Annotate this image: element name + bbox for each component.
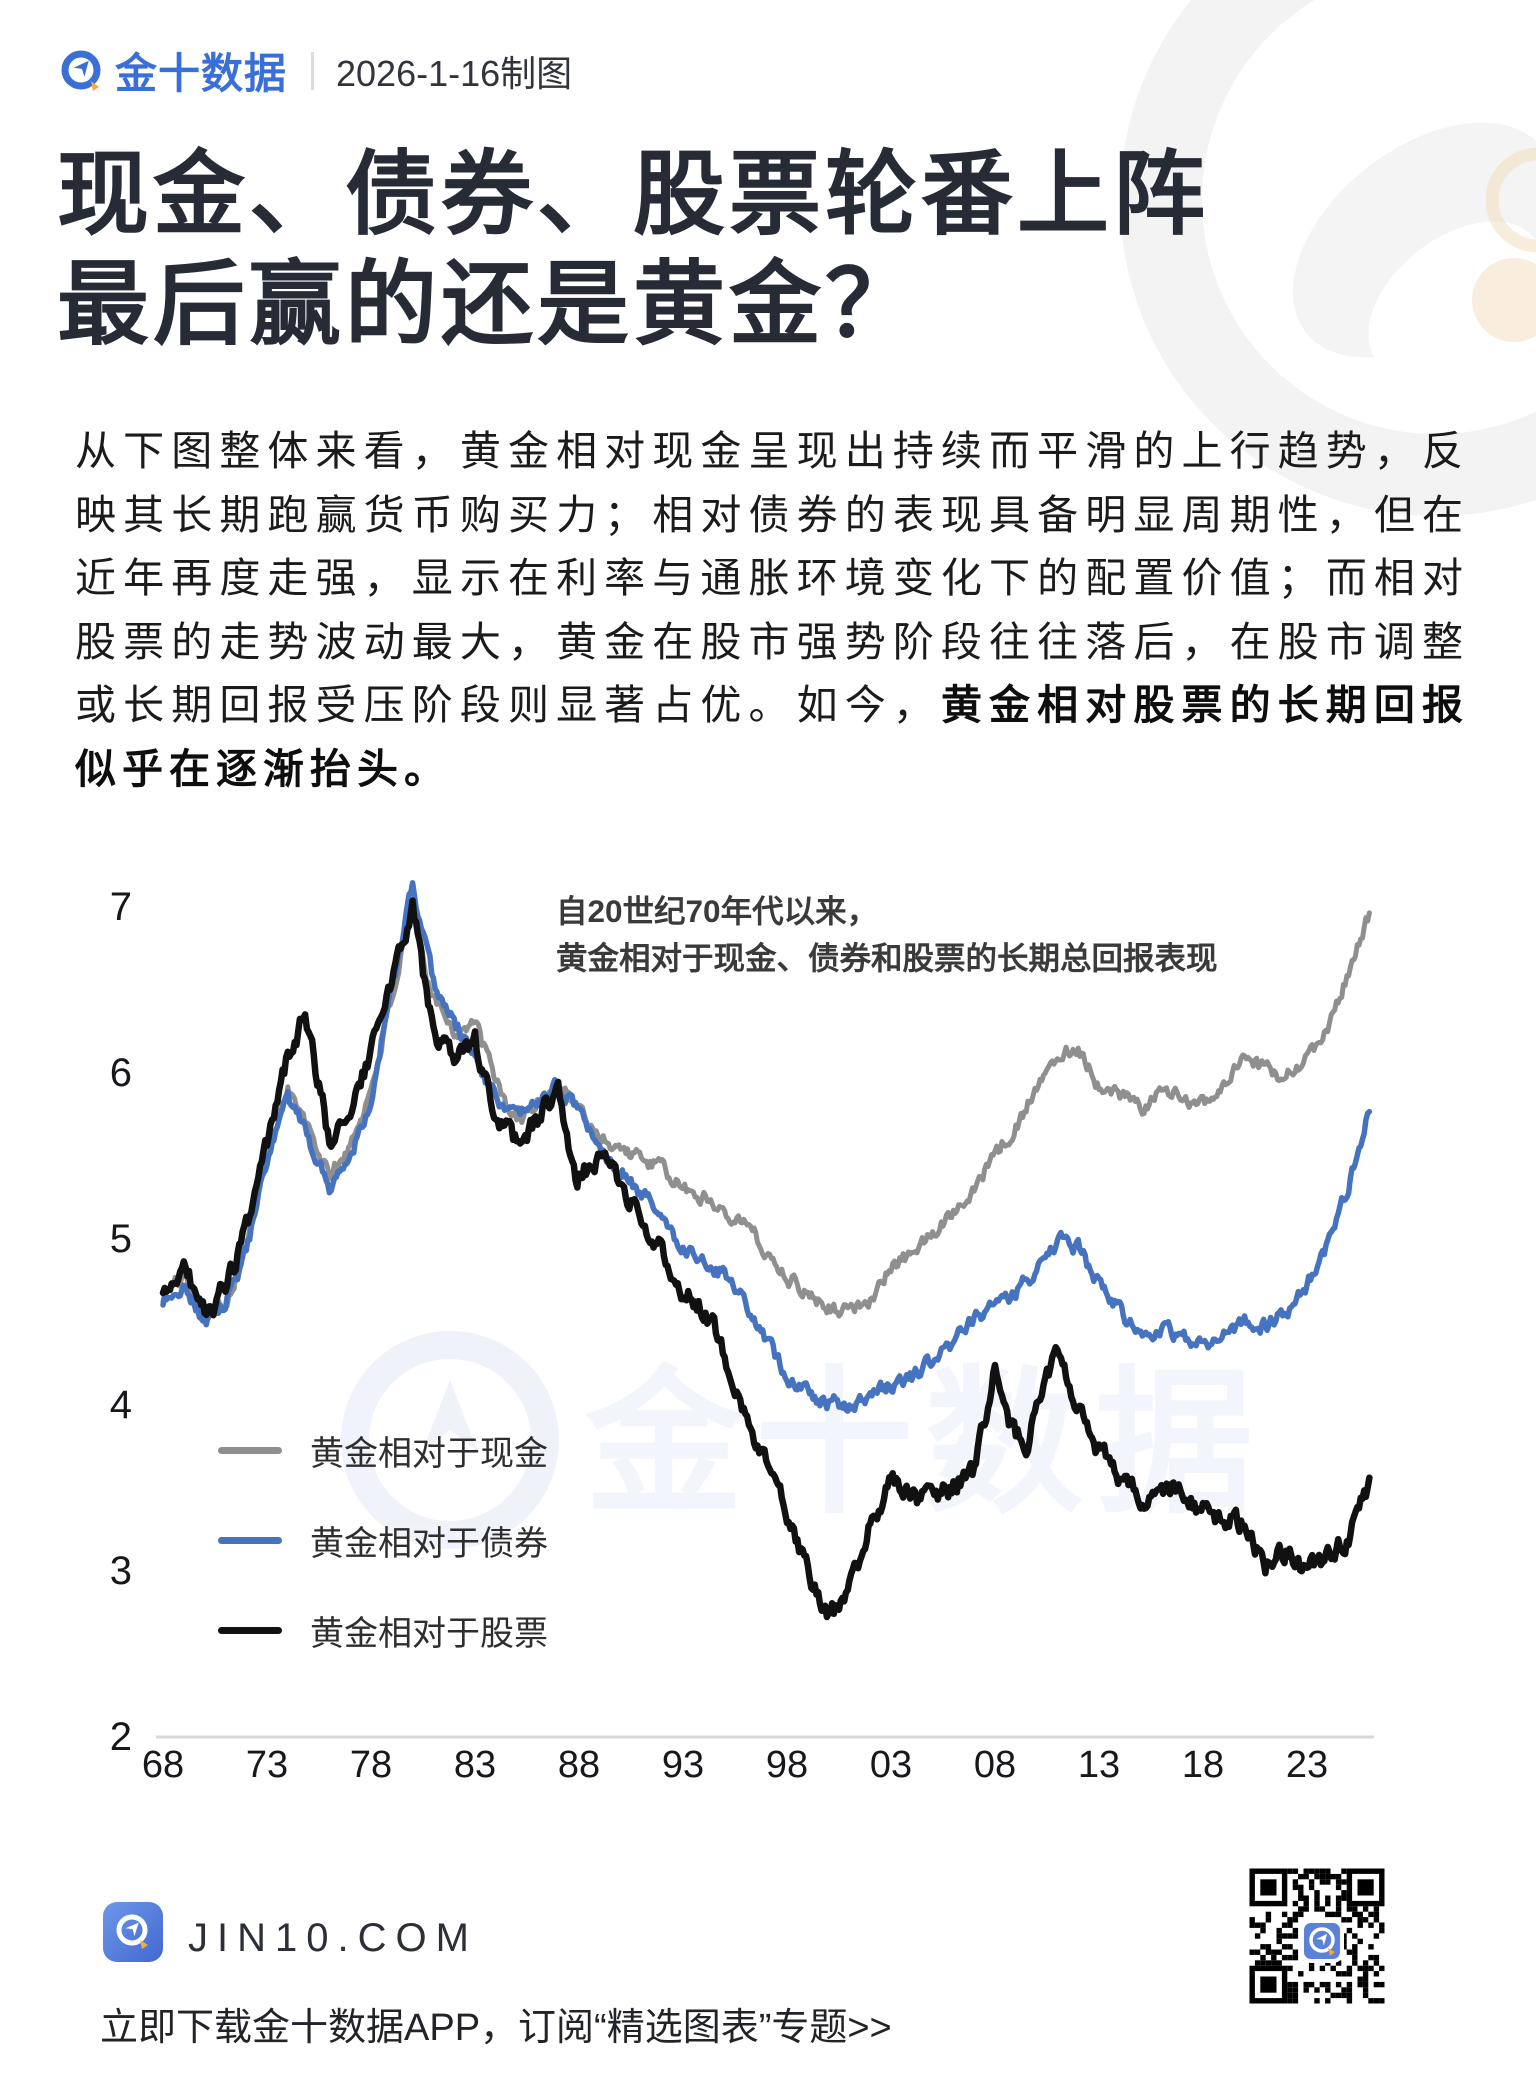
chart-plot-area: 金十数据 [156,880,1374,1739]
legend-label-bonds: 黄金相对于债券 [310,1524,548,1563]
legend-label-stocks: 黄金相对于股票 [310,1614,548,1653]
chart-annotation: 自20世纪70年代以来， 黄金相对于现金、债券和股票的长期总回报表现 [556,888,1218,982]
brand-logo-icon [61,50,101,91]
header-divider [311,51,315,90]
x-tick-88: 88 [557,1744,601,1786]
chart-annotation-line2: 黄金相对于现金、债券和股票的长期总回报表现 [556,940,1218,976]
footer-site-url: JIN10.COM [188,1916,478,1960]
y-tick-3: 3 [109,1549,132,1593]
y-tick-7: 7 [109,885,132,929]
y-tick-6: 6 [109,1051,132,1095]
x-tick-98: 98 [765,1744,809,1786]
x-tick-23: 23 [1285,1744,1329,1786]
decorative-logo-corner [1120,0,1536,516]
brand-name: 金十数据 [115,50,288,97]
legend-swatch-black [218,1626,282,1634]
line-chart: 金十数据 [0,860,1536,1780]
summary-text: 从下图整体来看，黄金相对现金呈现出持续而平滑的上行趋势，反映其长期跑赢货币购买力… [75,428,1469,728]
legend-swatch-gray [218,1446,282,1454]
x-tick-93: 93 [661,1744,705,1786]
summary-text-bold: 黄金相对股票的长期回报似乎在逐渐抬头。 [75,682,1470,792]
legend-item-cash: 黄金相对于现金 [218,1428,548,1473]
footer-tagline: 立即下载金十数据APP，订阅“精选图表”专题>> [100,2007,892,2049]
x-tick-18: 18 [1181,1744,1225,1786]
x-tick-78: 78 [349,1744,393,1786]
chart-annotation-line1: 自20世纪70年代以来， [556,893,879,929]
summary-paragraph: 从下图整体来看，黄金相对现金呈现出持续而平滑的上行趋势，反映其长期跑赢货币购买力… [75,420,1469,801]
qr-code [1243,1862,1401,2020]
page-title: 现金、债券、股票轮番上阵 最后赢的还是黄金？ [57,140,1209,360]
legend-swatch-blue [218,1536,282,1544]
x-tick-08: 08 [973,1744,1017,1786]
x-tick-73: 73 [245,1744,289,1786]
y-tick-2: 2 [109,1715,132,1759]
x-tick-68: 68 [141,1744,185,1786]
legend-item-stocks: 黄金相对于股票 [218,1608,548,1653]
page-title-line1: 现金、债券、股票轮番上阵 [57,144,1210,246]
chart-date: 2026-1-16制图 [336,52,573,94]
header: 金十数据 2026-1-16制图 [57,40,572,101]
legend-label-cash: 黄金相对于现金 [310,1434,548,1473]
page-title-line2: 最后赢的还是黄金？ [57,254,922,356]
legend-item-bonds: 黄金相对于债券 [218,1518,548,1563]
app-logo-icon [103,1902,163,1962]
svg-text:金十数据: 金十数据 [584,1356,1265,1532]
x-tick-83: 83 [453,1744,497,1786]
y-tick-4: 4 [109,1383,132,1427]
x-tick-03: 03 [869,1744,913,1786]
x-tick-13: 13 [1077,1744,1121,1786]
y-tick-5: 5 [109,1217,132,1261]
